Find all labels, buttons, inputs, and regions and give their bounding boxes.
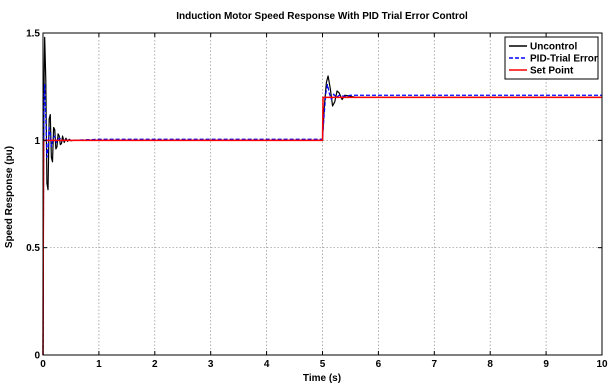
y-tick-label: 0 bbox=[34, 351, 40, 362]
x-tick-label: 3 bbox=[208, 359, 214, 370]
axis-ticks: 0 1 2 3 4 5 6 7 8 9 10 0 0.5 1 1.5 bbox=[26, 29, 608, 371]
legend-label: Set Point bbox=[530, 66, 574, 77]
x-tick-label: 0 bbox=[40, 359, 46, 370]
x-tick-label: 10 bbox=[596, 359, 608, 370]
x-tick-label: 1 bbox=[96, 359, 102, 370]
series-line-uncontrol bbox=[42, 36, 602, 356]
legend-label: Uncontrol bbox=[530, 42, 577, 53]
x-tick-label: 7 bbox=[432, 359, 438, 370]
y-tick-label: 1 bbox=[34, 136, 40, 147]
x-tick-label: 6 bbox=[376, 359, 382, 370]
x-axis-title: Time (s) bbox=[303, 373, 341, 384]
x-tick-label: 9 bbox=[543, 359, 549, 370]
x-tick-label: 4 bbox=[264, 359, 270, 370]
legend-box bbox=[504, 36, 599, 80]
grid-lines bbox=[43, 33, 602, 355]
legend-label: PID-Trial Error bbox=[530, 54, 598, 65]
y-tick-label: 1.5 bbox=[26, 29, 40, 40]
x-tick-label: 8 bbox=[487, 359, 493, 370]
chart-title: Induction Motor Speed Response With PID … bbox=[176, 11, 468, 22]
y-tick-label: 0.5 bbox=[26, 243, 40, 254]
y-axis-title: Speed Response (pu) bbox=[4, 146, 15, 248]
x-tick-label: 2 bbox=[152, 359, 158, 370]
x-tick-label: 5 bbox=[320, 359, 326, 370]
